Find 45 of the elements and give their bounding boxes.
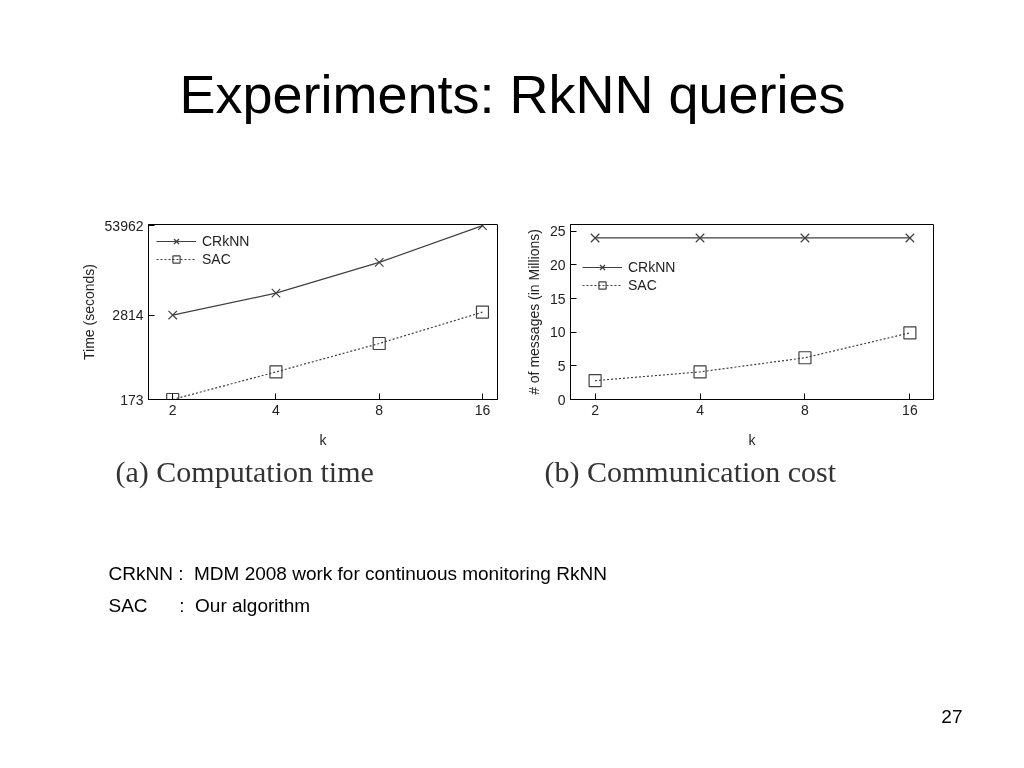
point bbox=[269, 365, 283, 379]
text: SAC : Our algorithm bbox=[108, 595, 311, 616]
point bbox=[693, 365, 707, 379]
point bbox=[475, 305, 490, 319]
y-tick-label: 173 bbox=[120, 391, 144, 408]
x-tick-label: 2 bbox=[591, 401, 600, 418]
point bbox=[372, 336, 386, 351]
x-tick-label: 4 bbox=[696, 401, 705, 418]
text: 27 bbox=[941, 706, 963, 727]
legend-label: CRkNN bbox=[202, 232, 250, 250]
point bbox=[800, 233, 810, 243]
x-tick-label: 2 bbox=[168, 401, 177, 418]
y-tick-label: 53962 bbox=[104, 217, 144, 234]
legend-label: CRkNN bbox=[628, 258, 676, 276]
text: Experiments: RkNN queries bbox=[179, 63, 846, 124]
text: (b) Communication cost bbox=[544, 454, 837, 489]
y-tick-label: 5 bbox=[557, 357, 566, 374]
point bbox=[588, 374, 602, 388]
x-axis-title: k bbox=[748, 431, 757, 448]
x-tick-label: 16 bbox=[902, 401, 918, 418]
x-tick-label: 4 bbox=[272, 401, 281, 418]
point bbox=[590, 233, 600, 243]
point bbox=[167, 310, 178, 320]
point bbox=[695, 233, 705, 243]
point bbox=[905, 233, 915, 243]
point bbox=[374, 257, 385, 268]
text: CRkNN : MDM 2008 work for continuous monitoring RkNN bbox=[108, 563, 607, 584]
y-axis-title: Time (seconds) bbox=[80, 264, 97, 360]
legend-label: SAC bbox=[628, 276, 657, 294]
point bbox=[271, 288, 281, 298]
legend-label: SAC bbox=[202, 250, 231, 268]
y-tick-label: 2814 bbox=[112, 307, 144, 324]
x-axis-title: k bbox=[319, 431, 328, 448]
x-tick-label: 8 bbox=[375, 401, 384, 418]
y-tick-label: 0 bbox=[557, 391, 566, 408]
text: (a) Computation time bbox=[115, 454, 374, 489]
point bbox=[903, 326, 917, 340]
y-tick-label: 10 bbox=[549, 324, 566, 341]
y-tick-label: 20 bbox=[549, 256, 566, 273]
point bbox=[798, 351, 812, 365]
y-tick-label: 25 bbox=[549, 223, 566, 240]
x-tick-label: 8 bbox=[801, 401, 810, 418]
y-axis-title: # of messages (in Millions) bbox=[525, 229, 542, 395]
x-tick-label: 16 bbox=[474, 401, 491, 418]
y-tick-label: 15 bbox=[549, 290, 566, 307]
